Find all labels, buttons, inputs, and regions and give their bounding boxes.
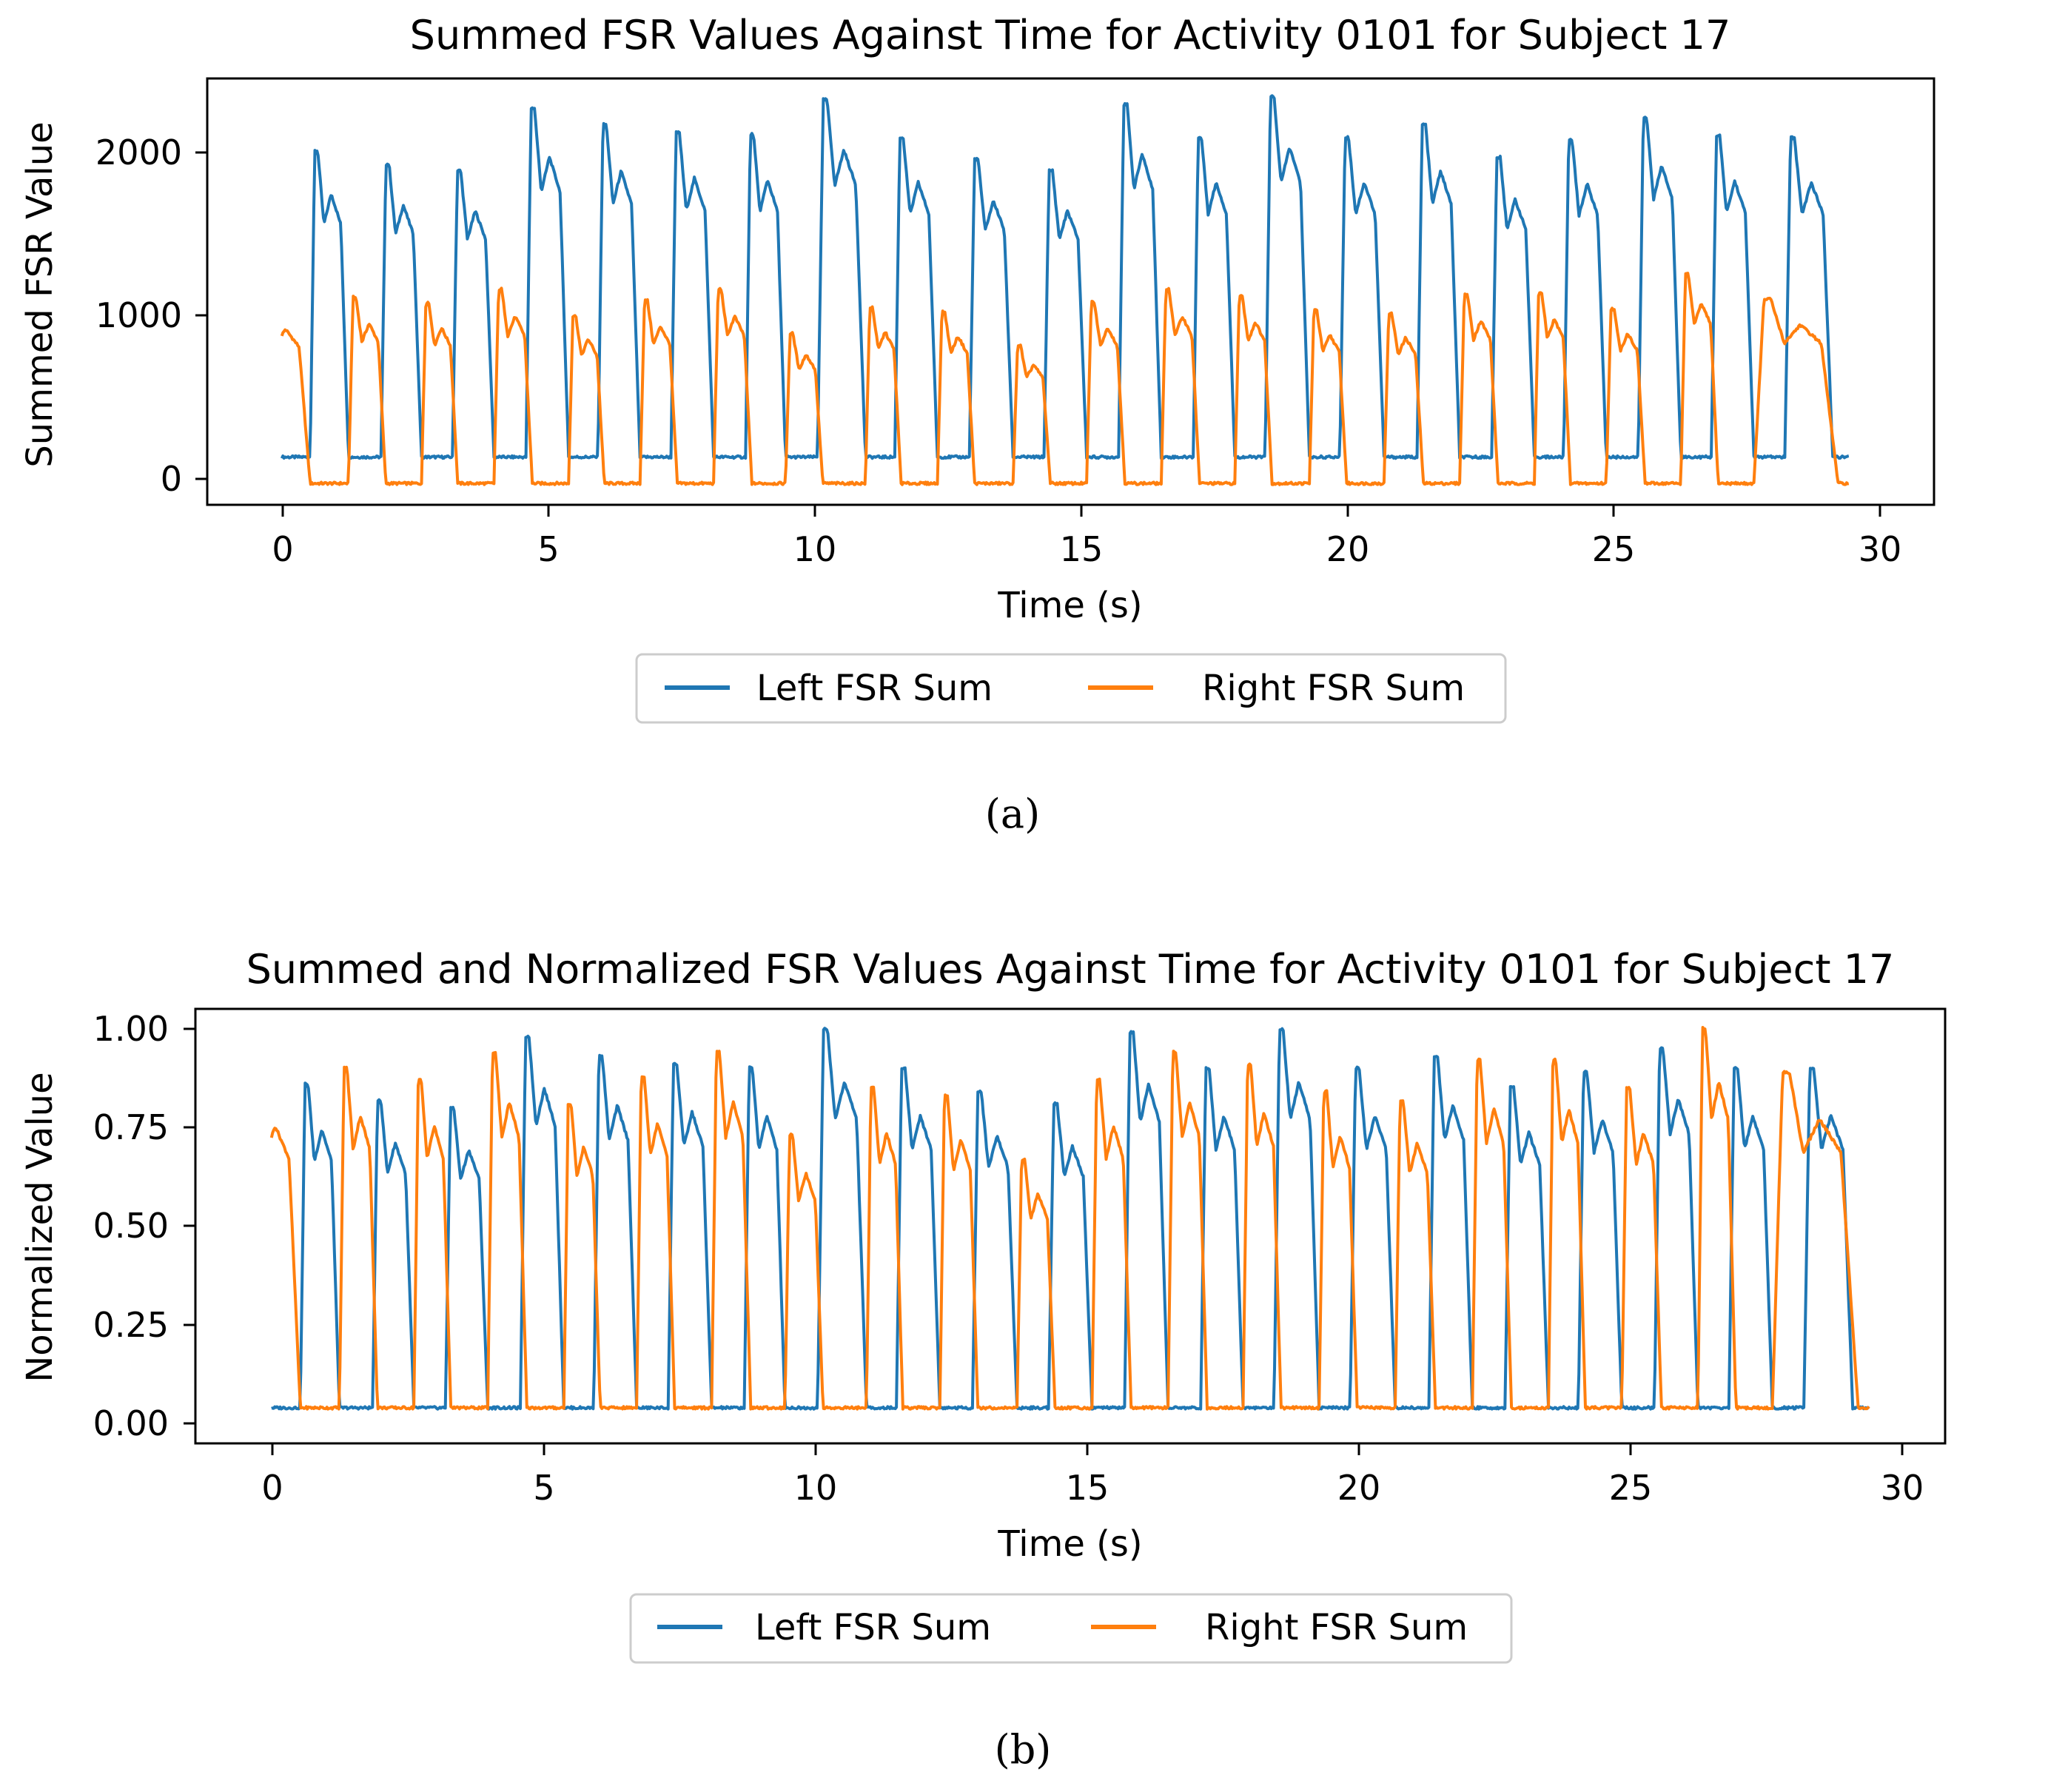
chart-b-series-left-fsr-sum-line <box>271 1027 1870 1411</box>
chart-a-axes-frame <box>206 77 1935 506</box>
chart-a-series-left-fsr-sum-line <box>280 94 1850 460</box>
chart-b-x-tick-label: 5 <box>533 1468 554 1508</box>
chart-b-y-tick-label: 0.25 <box>93 1305 169 1345</box>
chart-a-x-tick-label: 0 <box>272 529 293 569</box>
chart-b: Summed and Normalized FSR Values Against… <box>19 946 1947 1773</box>
chart-b-caption: (b) <box>995 1726 1052 1773</box>
chart-a-caption: (a) <box>985 791 1040 837</box>
chart-b-legend-box <box>629 1593 1513 1664</box>
chart-b-y-tick-label: 0.75 <box>93 1107 169 1147</box>
chart-a-legend-box <box>635 653 1507 724</box>
chart-b-x-tick-label: 0 <box>261 1468 283 1508</box>
chart-b-series-right-fsr-sum-line <box>269 1026 1870 1411</box>
chart-b-legend: Left FSR Sum Right FSR Sum <box>629 1593 1513 1664</box>
chart-b-x-axis: 0 5 10 15 20 25 30 <box>261 1443 1924 1508</box>
chart-b-y-tick-label: 1.00 <box>93 1009 169 1049</box>
chart-a-series-right-fsr-sum-line <box>280 272 1850 486</box>
chart-b-y-tick-label: 0.00 <box>93 1403 169 1443</box>
chart-b-x-axis-label: Time (s) <box>997 1523 1142 1565</box>
chart-b-x-tick-label: 30 <box>1881 1468 1924 1508</box>
chart-a-legend-label-right: Right FSR Sum <box>1202 668 1465 709</box>
chart-a-legend: Left FSR Sum Right FSR Sum <box>635 653 1507 724</box>
chart-a-plot-area <box>280 94 1850 486</box>
chart-a-x-tick-label: 20 <box>1326 529 1370 569</box>
chart-a-x-tick-label: 10 <box>793 529 837 569</box>
chart-a-x-axis-label: Time (s) <box>997 585 1142 626</box>
chart-a-title: Summed FSR Values Against Time for Activ… <box>410 12 1731 58</box>
chart-b-x-tick-label: 10 <box>794 1468 838 1508</box>
chart-b-y-tick-label: 0.50 <box>93 1206 169 1246</box>
chart-a-y-tick-label: 1000 <box>95 295 182 335</box>
chart-b-y-axis-label: Normalized Value <box>19 1072 61 1382</box>
chart-a-x-tick-label: 5 <box>537 529 559 569</box>
chart-a-y-axis-label: Summed FSR Value <box>19 121 61 467</box>
chart-a-x-axis: 0 5 10 15 20 25 30 <box>272 505 1901 569</box>
chart-b-legend-label-right: Right FSR Sum <box>1205 1607 1468 1648</box>
chart-b-legend-label-left: Left FSR Sum <box>755 1607 991 1648</box>
chart-a-x-tick-label: 30 <box>1859 529 1902 569</box>
chart-a-x-tick-label: 15 <box>1060 529 1104 569</box>
chart-b-x-tick-label: 15 <box>1066 1468 1109 1508</box>
chart-a: Summed FSR Values Against Time for Activ… <box>19 12 1935 837</box>
chart-a-y-tick-label: 2000 <box>95 132 182 172</box>
chart-b-title: Summed and Normalized FSR Values Against… <box>246 946 1895 993</box>
chart-a-x-tick-label: 25 <box>1592 529 1636 569</box>
chart-b-plot-area <box>269 1026 1870 1411</box>
chart-b-x-tick-label: 20 <box>1337 1468 1381 1508</box>
chart-a-y-tick-label: 0 <box>161 459 182 499</box>
chart-a-y-axis: 0 1000 2000 <box>95 132 207 499</box>
chart-a-legend-label-left: Left FSR Sum <box>756 668 993 709</box>
chart-b-x-tick-label: 25 <box>1609 1468 1653 1508</box>
chart-b-y-axis: 0.00 0.25 0.50 0.75 1.00 <box>93 1009 195 1443</box>
